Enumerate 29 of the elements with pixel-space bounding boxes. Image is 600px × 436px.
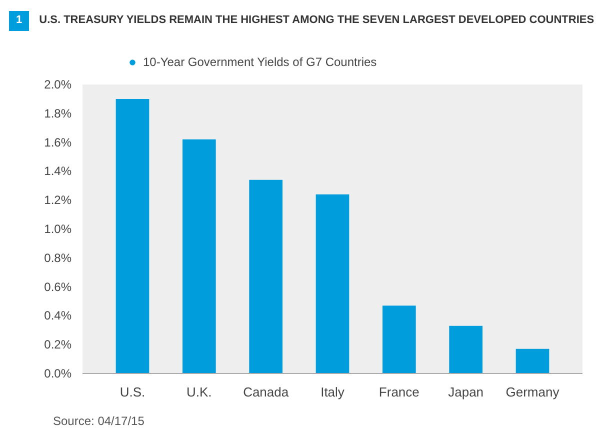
bar [382,306,416,374]
source-note: Source: 04/17/15 [53,413,144,430]
x-tick-label: Japan [448,384,484,400]
y-tick-label: 2.0% [44,78,72,92]
bar [516,348,550,374]
y-tick-label: 0.4% [44,308,72,323]
y-tick-label: 0.0% [44,366,72,380]
y-tick-label: 0.8% [44,250,72,265]
y-tick-label: 1.6% [44,135,72,150]
y-tick-label: 0.2% [44,338,72,352]
x-tick-label: France [378,384,420,400]
y-tick-label: 0.6% [44,280,72,294]
x-tick-label: U.K. [186,384,212,400]
bar [116,98,150,374]
y-tick-label: 1.4% [44,164,72,178]
bar [449,326,482,374]
bar [182,139,216,374]
x-tick-label: Italy [320,384,345,400]
text: 1 [9,11,30,31]
legend-label: 10-Year Government Yields of G7 Countries [143,55,377,69]
x-tick-label: Canada [243,384,290,400]
bar [316,194,350,374]
y-tick-label: 1.2% [44,193,72,208]
bar [249,180,282,374]
chart-title: U.S. TREASURY YIELDS REMAIN THE HIGHEST AMONG THE SEVEN LARGEST DEVELOPED COUNTRIES [39,14,594,26]
y-tick-label: 1.8% [44,106,72,120]
y-tick-label: 1.0% [44,222,72,236]
x-tick-label: U.S. [120,384,146,400]
x-tick-label: Germany [506,384,560,400]
